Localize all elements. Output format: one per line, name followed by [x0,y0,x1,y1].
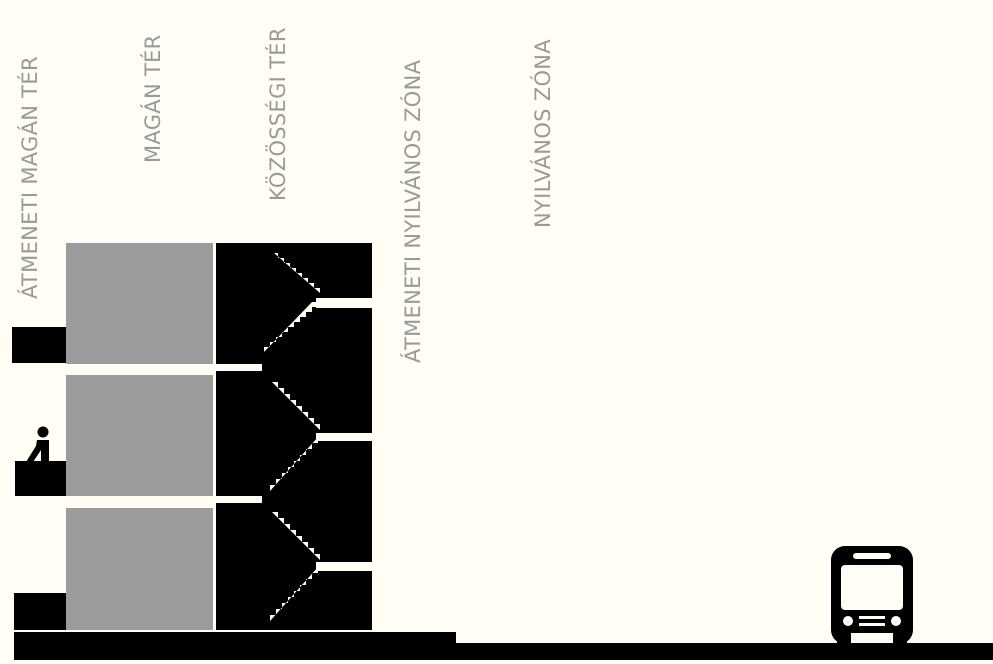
slab-community-mid [316,433,372,441]
slab-private-3 [66,364,262,371]
private-space-floor-3 [66,243,214,364]
ground-street [456,643,993,660]
balcony-floor-1 [14,593,66,630]
slab-private-2 [66,496,262,503]
private-space-floor-2 [66,375,214,496]
person-on-balcony-icon [26,426,49,462]
balcony-floor-2 [15,461,66,496]
bus-icon [831,546,913,644]
staircase [264,253,320,621]
partition-wall [213,243,216,630]
ground-building [14,632,456,660]
balcony-floor-3 [12,327,66,363]
slab-community-lower [316,562,372,571]
private-space-floor-1 [66,508,214,630]
slab-community-upper [316,298,372,308]
